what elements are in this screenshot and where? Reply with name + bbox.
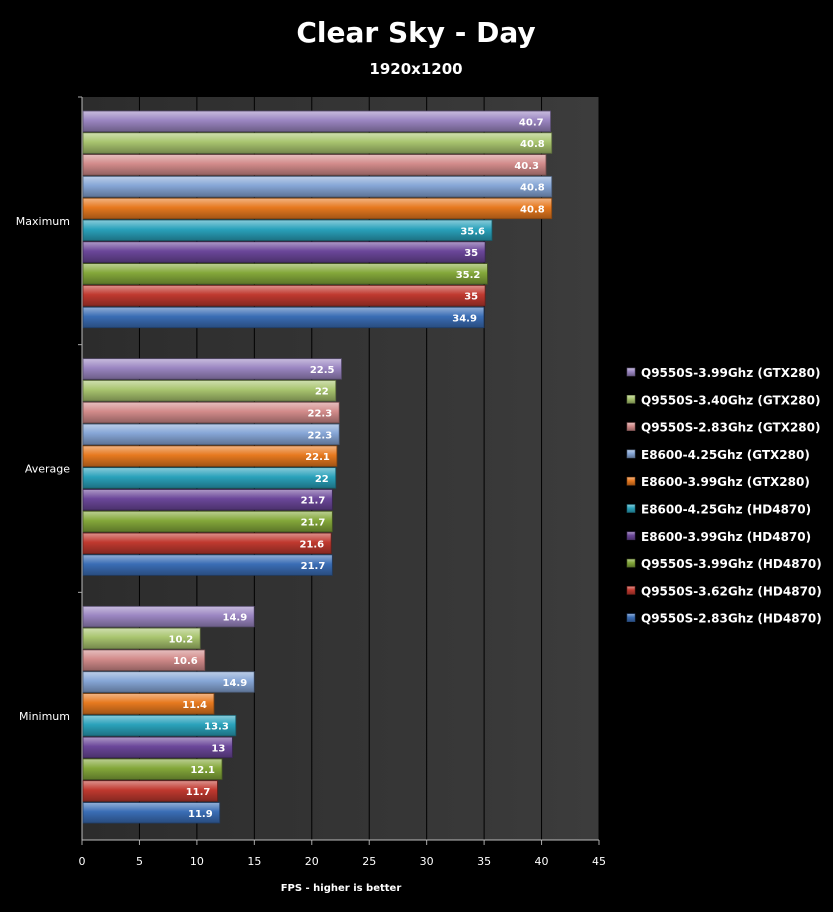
legend-label: E8600-4.25Ghz (HD4870)	[641, 503, 811, 517]
bar	[82, 401, 340, 424]
bar	[82, 627, 201, 650]
legend-label: Q9550S-3.62Ghz (HD4870)	[641, 584, 822, 598]
bar	[82, 423, 340, 445]
x-tick-label: 0	[79, 855, 86, 868]
x-tick-label: 25	[362, 855, 376, 868]
x-tick-label: 10	[190, 855, 204, 868]
legend-swatch	[626, 558, 636, 568]
bar	[82, 693, 215, 715]
bar	[82, 467, 337, 489]
bar	[82, 197, 553, 220]
data-label: 14.9	[222, 678, 247, 689]
legend-label: Q9550S-2.83Ghz (GTX280)	[641, 421, 820, 435]
data-label: 22	[315, 474, 329, 485]
bar	[82, 605, 255, 628]
data-label: 35	[464, 292, 478, 303]
legend-label: Q9550S-3.99Ghz (HD4870)	[641, 557, 822, 571]
legend-swatch	[626, 504, 636, 513]
x-tick-label: 45	[592, 855, 606, 868]
chart-title: Clear Sky - Day	[296, 16, 535, 49]
bar	[82, 758, 223, 780]
bar	[82, 489, 333, 511]
data-label: 10.2	[168, 634, 193, 645]
legend-label: E8600-3.99Ghz (GTX280)	[641, 475, 810, 489]
x-tick-label: 5	[136, 855, 143, 868]
bar	[82, 284, 486, 307]
legend-swatch	[626, 367, 636, 377]
legend-swatch	[626, 422, 636, 431]
data-label: 22.1	[305, 452, 330, 463]
data-label: 35.2	[456, 270, 481, 281]
data-label: 40.8	[520, 204, 545, 215]
bar	[82, 219, 493, 241]
legend-label: Q9550S-3.99Ghz (GTX280)	[641, 366, 820, 380]
data-label: 21.6	[299, 539, 324, 550]
bar	[82, 532, 332, 554]
legend-swatch	[626, 476, 636, 486]
data-label: 12.1	[190, 765, 215, 776]
legend-swatch	[626, 394, 636, 404]
data-label: 22.5	[310, 365, 335, 376]
bar	[82, 306, 485, 329]
data-label: 13	[211, 743, 225, 754]
data-label: 35.6	[460, 226, 485, 237]
x-axis-label: FPS - higher is better	[281, 883, 402, 894]
x-tick-label: 15	[247, 855, 261, 868]
legend-label: Q9550S-2.83Ghz (HD4870)	[641, 612, 822, 626]
bar	[82, 445, 338, 467]
data-label: 40.8	[520, 139, 545, 150]
bar	[82, 714, 237, 737]
data-label: 40.8	[520, 183, 545, 194]
bar	[82, 154, 547, 176]
data-label: 11.9	[188, 809, 213, 820]
bar	[82, 132, 553, 154]
data-label: 11.7	[186, 787, 211, 798]
data-label: 21.7	[301, 518, 326, 529]
bar	[82, 110, 551, 132]
data-label: 10.6	[173, 656, 198, 667]
x-tick-label: 40	[535, 855, 549, 868]
data-label: 14.9	[222, 613, 247, 624]
bar	[82, 241, 486, 263]
bar	[82, 780, 218, 802]
data-label: 40.7	[519, 117, 544, 128]
chart-subtitle: 1920x1200	[369, 60, 462, 78]
legend-label: Q9550S-3.40Ghz (GTX280)	[641, 393, 820, 407]
bar	[82, 554, 333, 576]
legend-swatch	[626, 586, 636, 595]
data-label: 40.3	[514, 161, 539, 172]
category-label: Maximum	[16, 215, 70, 228]
data-label: 13.3	[204, 722, 229, 733]
bar	[82, 510, 333, 533]
legend-swatch	[626, 449, 636, 459]
data-label: 11.4	[182, 700, 207, 711]
category-label: Minimum	[19, 710, 70, 723]
bar	[82, 358, 342, 380]
x-tick-label: 35	[477, 855, 491, 868]
legend-label: E8600-4.25Ghz (GTX280)	[641, 448, 810, 462]
bar	[82, 802, 221, 824]
category-label: Average	[25, 463, 70, 476]
data-label: 34.9	[452, 313, 477, 324]
legend-swatch	[626, 531, 636, 541]
bar	[82, 671, 255, 693]
bar	[82, 380, 337, 402]
legend-label: E8600-3.99Ghz (HD4870)	[641, 530, 811, 544]
data-label: 22.3	[308, 430, 333, 441]
bar	[82, 736, 233, 759]
bar	[82, 175, 553, 198]
x-tick-label: 30	[420, 855, 434, 868]
data-label: 35	[464, 248, 478, 259]
legend-swatch	[626, 613, 636, 623]
data-label: 21.7	[301, 496, 326, 507]
data-label: 22	[315, 387, 329, 398]
data-label: 22.3	[308, 409, 333, 420]
bar	[82, 649, 206, 671]
x-tick-label: 20	[305, 855, 319, 868]
bar	[82, 263, 488, 285]
data-label: 21.7	[301, 561, 326, 572]
